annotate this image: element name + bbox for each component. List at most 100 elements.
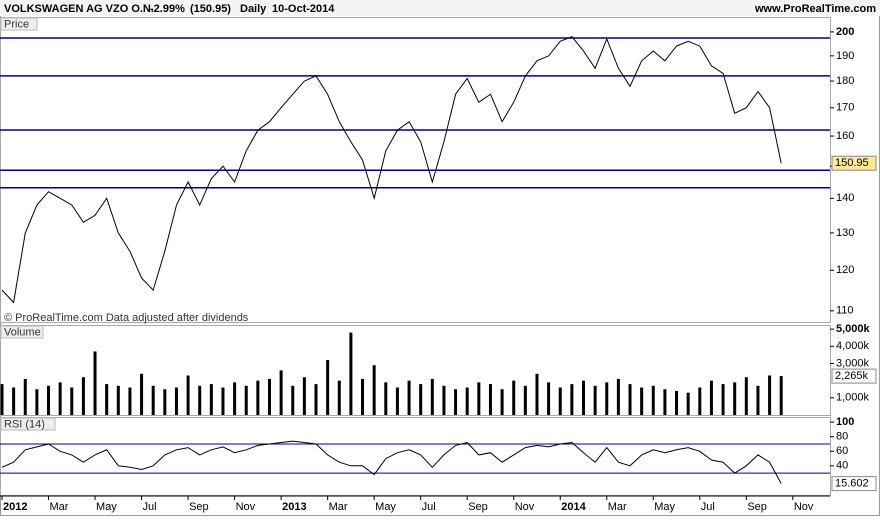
x-tick-label: Jul [422,501,436,513]
panel-label: Price [4,18,29,30]
y-tick-label: 190 [836,50,854,62]
last-value-box [831,155,877,171]
bar [488,384,492,415]
panel [0,325,831,416]
bar [337,380,341,415]
x-tick-label: 2013 [282,501,306,513]
bar [419,384,423,415]
last-value-box [831,476,877,492]
bar [314,384,318,415]
panel-label: RSI (14) [4,418,45,430]
header-date: 10-Oct-2014 [272,3,335,15]
bar [105,384,109,415]
last-value: 150.95 [835,157,869,169]
bar [174,387,178,415]
y-tick-label: 40 [836,460,848,472]
bar [535,373,539,415]
bar [686,392,690,415]
bar [640,387,644,415]
bar [209,384,213,415]
y-tick-label: 160 [836,130,854,142]
bar [500,389,504,415]
bar [23,378,27,415]
bar [47,385,51,415]
x-tick-label: Sep [747,501,767,513]
bar [70,387,74,415]
y-tick-label: 3,000k [836,357,870,369]
bar [395,387,399,415]
y-tick-label: 4,000k [836,340,870,352]
bar [523,385,527,415]
panel-label-box [0,325,44,339]
bar [244,385,248,415]
panel-label-box [0,417,56,431]
bar [349,332,353,415]
bar [372,365,376,415]
bar [198,385,202,415]
bar [384,382,388,415]
bar [326,360,330,415]
bar [12,387,16,415]
last-value-box [831,368,877,384]
y-tick-label: 120 [836,264,854,276]
bar [361,378,365,415]
last-value: 2,265k [835,370,869,382]
bar [93,351,97,415]
panel-label-box [0,17,38,31]
bar [558,387,562,415]
y-tick-label: 140 [836,192,854,204]
bar [733,382,737,415]
x-tick-label: 2012 [3,501,27,513]
line [1,35,782,304]
bar [779,376,783,415]
x-tick-label: Mar [50,501,69,513]
bar [675,390,679,415]
y-tick-label: 170 [836,102,854,114]
y-tick-label: 180 [836,75,854,87]
panel [0,417,831,496]
x-tick-label: Sep [189,501,209,513]
bar [442,385,446,415]
y-tick-label: 100 [836,416,854,428]
bar [140,373,144,415]
bar [116,385,120,415]
y-tick-label: 200 [836,26,854,38]
bar [128,387,132,415]
bar [430,378,434,415]
bar [512,380,516,415]
bar [256,380,260,415]
x-tick-label: Mar [329,501,348,513]
x-tick-label: Nov [515,501,535,513]
bar [267,378,271,415]
bar [768,375,772,415]
bar [651,385,655,415]
bar [709,380,713,415]
bar [279,370,283,415]
bar [744,377,748,415]
y-tick-label: 60 [836,445,848,457]
bar [221,387,225,415]
x-tick-label: Mar [608,501,627,513]
x-tick-label: Nov [236,501,256,513]
bar [454,389,458,415]
bar [582,380,585,415]
bar [698,387,702,415]
last-value: 15.602 [835,478,869,490]
bar [465,387,469,415]
bar [628,384,632,415]
y-tick-label: 80 [836,431,848,443]
header-title: VOLKSWAGEN AG VZO O.N. [4,3,154,15]
bar [0,384,4,415]
header-period: Daily [240,3,267,15]
x-tick-label: Sep [468,501,488,513]
y-tick-label: 130 [836,227,854,239]
x-tick-label: 2014 [561,501,586,513]
bar [756,385,760,415]
bar [291,385,295,415]
bar [407,380,411,415]
x-tick-label: Nov [794,501,814,513]
panel-label: Volume [4,326,41,338]
x-tick-label: Jul [701,501,715,513]
y-tick-label: 110 [836,305,854,317]
